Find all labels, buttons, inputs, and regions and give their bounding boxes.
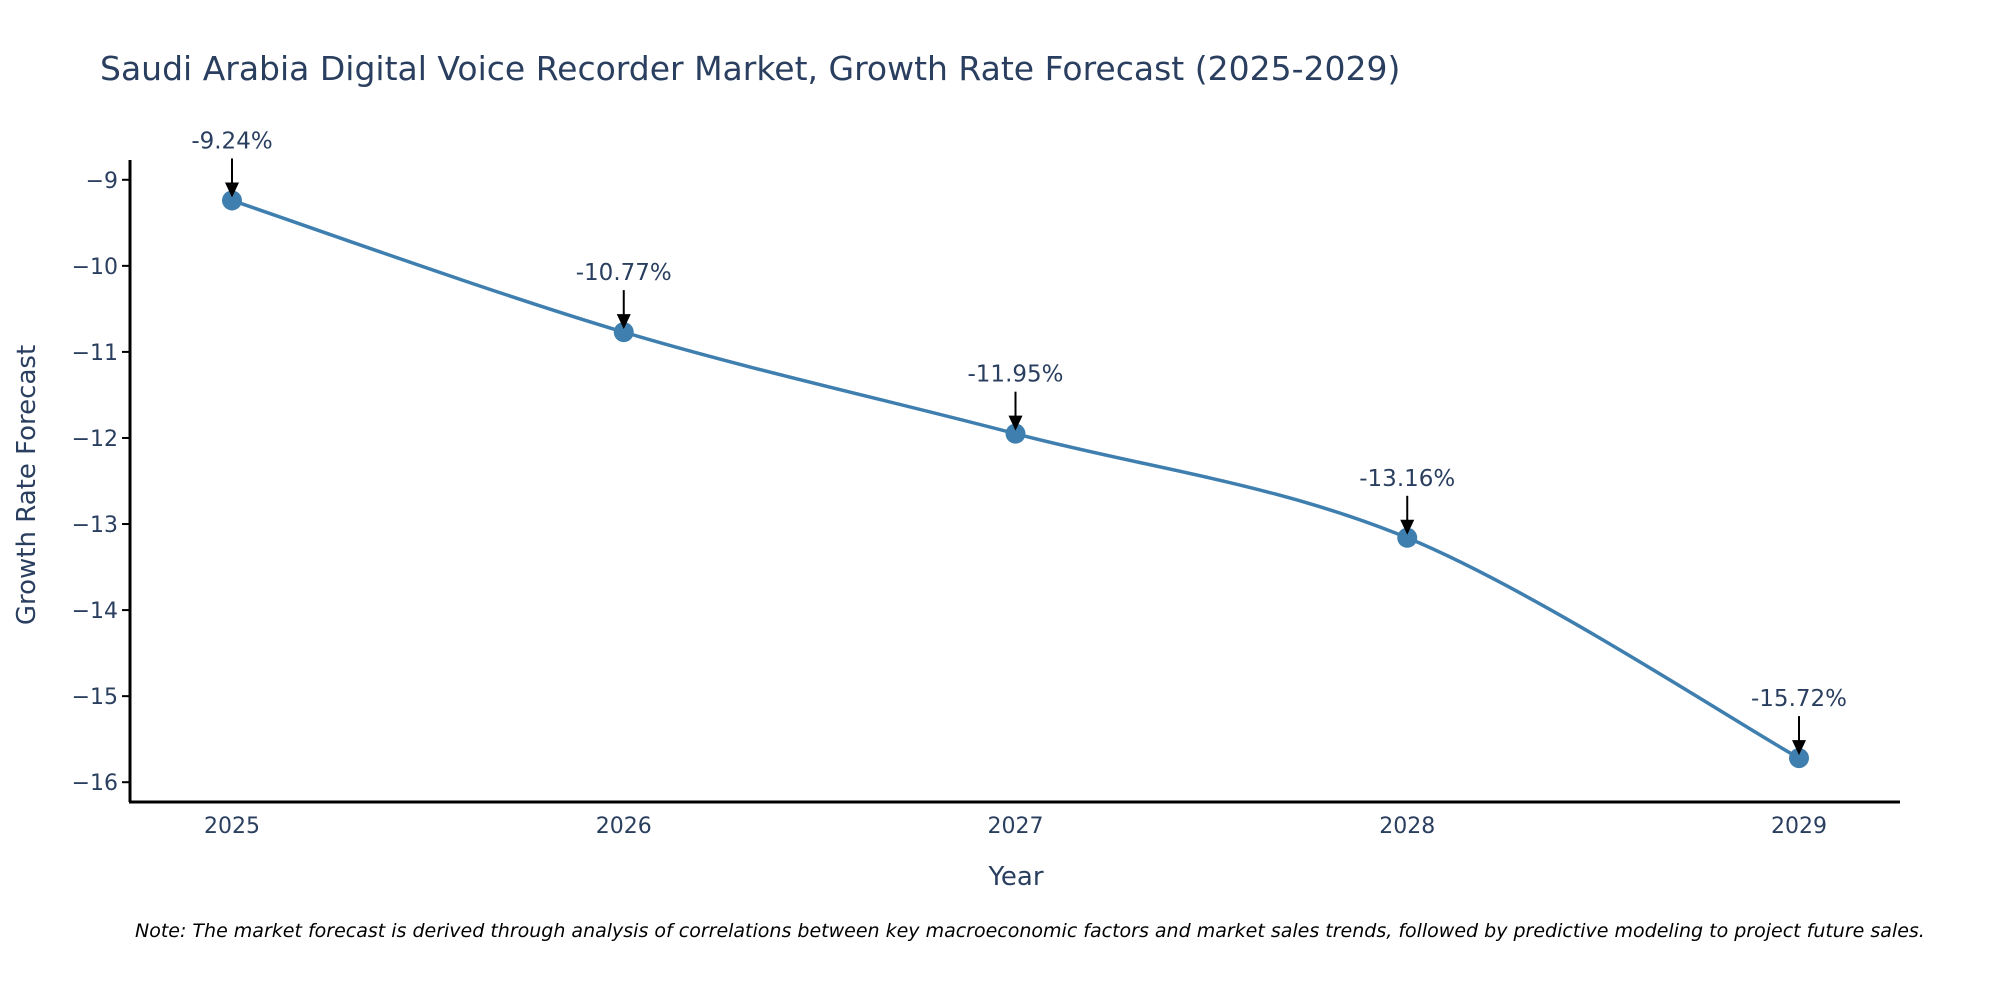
data-label: -11.95% bbox=[968, 362, 1064, 388]
y-tick-label: −10 bbox=[72, 255, 118, 280]
annotation-arrow-head bbox=[1008, 415, 1023, 431]
annotation-arrow-head bbox=[225, 182, 239, 198]
data-label: -10.77% bbox=[576, 260, 672, 286]
series-line bbox=[231, 198, 1800, 760]
x-tick-label: 2025 bbox=[204, 814, 260, 839]
y-axis-ticks: −9 −10 −11 −12 −13 −14 −15 −16 bbox=[72, 169, 130, 796]
data-point-2029 bbox=[1789, 748, 1809, 769]
x-tick-label: 2029 bbox=[1771, 814, 1827, 839]
x-tick-label: 2026 bbox=[596, 814, 652, 839]
x-axis-label: Year bbox=[987, 862, 1043, 892]
y-tick-label: −13 bbox=[72, 513, 118, 538]
footnote: Note: The market forecast is derived thr… bbox=[135, 920, 1925, 942]
y-tick-label: −9 bbox=[86, 169, 118, 194]
x-tick-label: 2027 bbox=[988, 814, 1044, 839]
data-label: -9.24% bbox=[191, 128, 272, 154]
y-tick-label: −12 bbox=[72, 427, 118, 452]
data-annotations: -9.24% -10.77% -11.95% -13.16% -15.72% bbox=[191, 128, 1847, 756]
data-label: -15.72% bbox=[1751, 686, 1847, 712]
annotation-arrow-head bbox=[616, 314, 631, 330]
y-tick-label: −16 bbox=[72, 771, 118, 796]
x-axis-ticks: 2025 2026 2027 2028 2029 bbox=[204, 814, 1827, 839]
data-point-2027 bbox=[1005, 423, 1026, 444]
y-tick-label: −15 bbox=[72, 685, 118, 710]
data-point-2025 bbox=[222, 190, 242, 211]
y-tick-label: −14 bbox=[72, 599, 118, 624]
data-point-2028 bbox=[1397, 527, 1418, 548]
annotation-arrow-head bbox=[1400, 519, 1415, 535]
data-label: -13.16% bbox=[1359, 466, 1455, 492]
chart-title: Saudi Arabia Digital Voice Recorder Mark… bbox=[100, 49, 1400, 88]
x-tick-label: 2028 bbox=[1379, 814, 1435, 839]
annotation-arrow-head bbox=[1792, 740, 1806, 756]
data-point-2026 bbox=[613, 322, 634, 343]
y-tick-label: −11 bbox=[72, 341, 118, 366]
y-axis-label: Growth Rate Forecast bbox=[12, 345, 42, 625]
series-markers bbox=[222, 190, 1809, 769]
